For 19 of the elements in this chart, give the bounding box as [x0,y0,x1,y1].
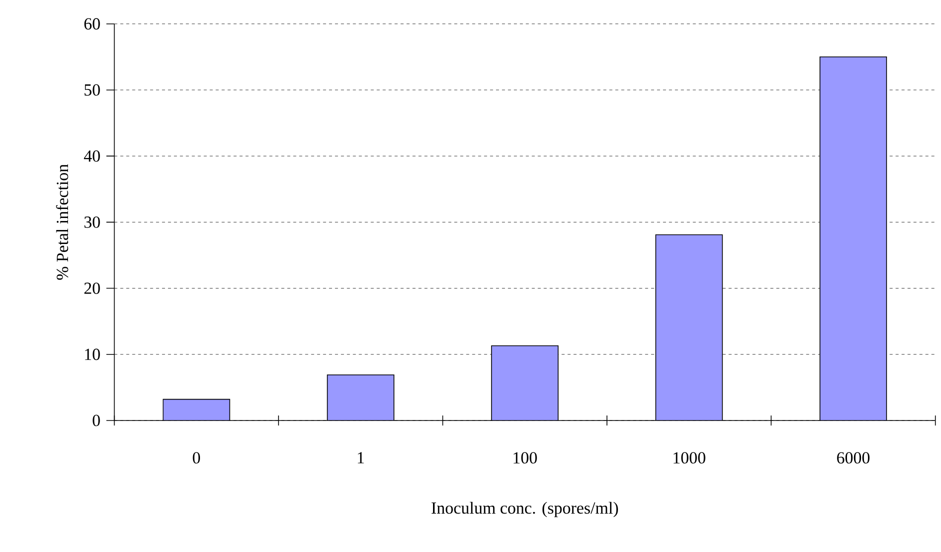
x-tick-label: 6000 [837,452,870,464]
y-tick-label: 40 [84,150,100,162]
y-axis-title: % Petal infection [56,164,68,280]
y-tick-label: 10 [85,348,100,360]
y-tick-label: 60 [84,18,100,30]
bar [327,375,394,421]
bar [163,399,230,421]
y-tick-label: 30 [84,216,100,228]
x-tick-label: 0 [192,452,200,464]
bar [492,346,558,421]
y-tick-label: 20 [84,282,100,294]
x-axis-title: Inoculum conc. (spores/ml) [432,502,618,518]
x-tick-label: 1 [358,452,364,464]
x-tick-label: 100 [514,452,537,464]
x-tick-label: 1000 [674,452,706,464]
bar [656,234,722,421]
bar [820,56,887,421]
y-tick-label: 50 [84,84,100,96]
y-tick-label: 0 [92,414,100,426]
